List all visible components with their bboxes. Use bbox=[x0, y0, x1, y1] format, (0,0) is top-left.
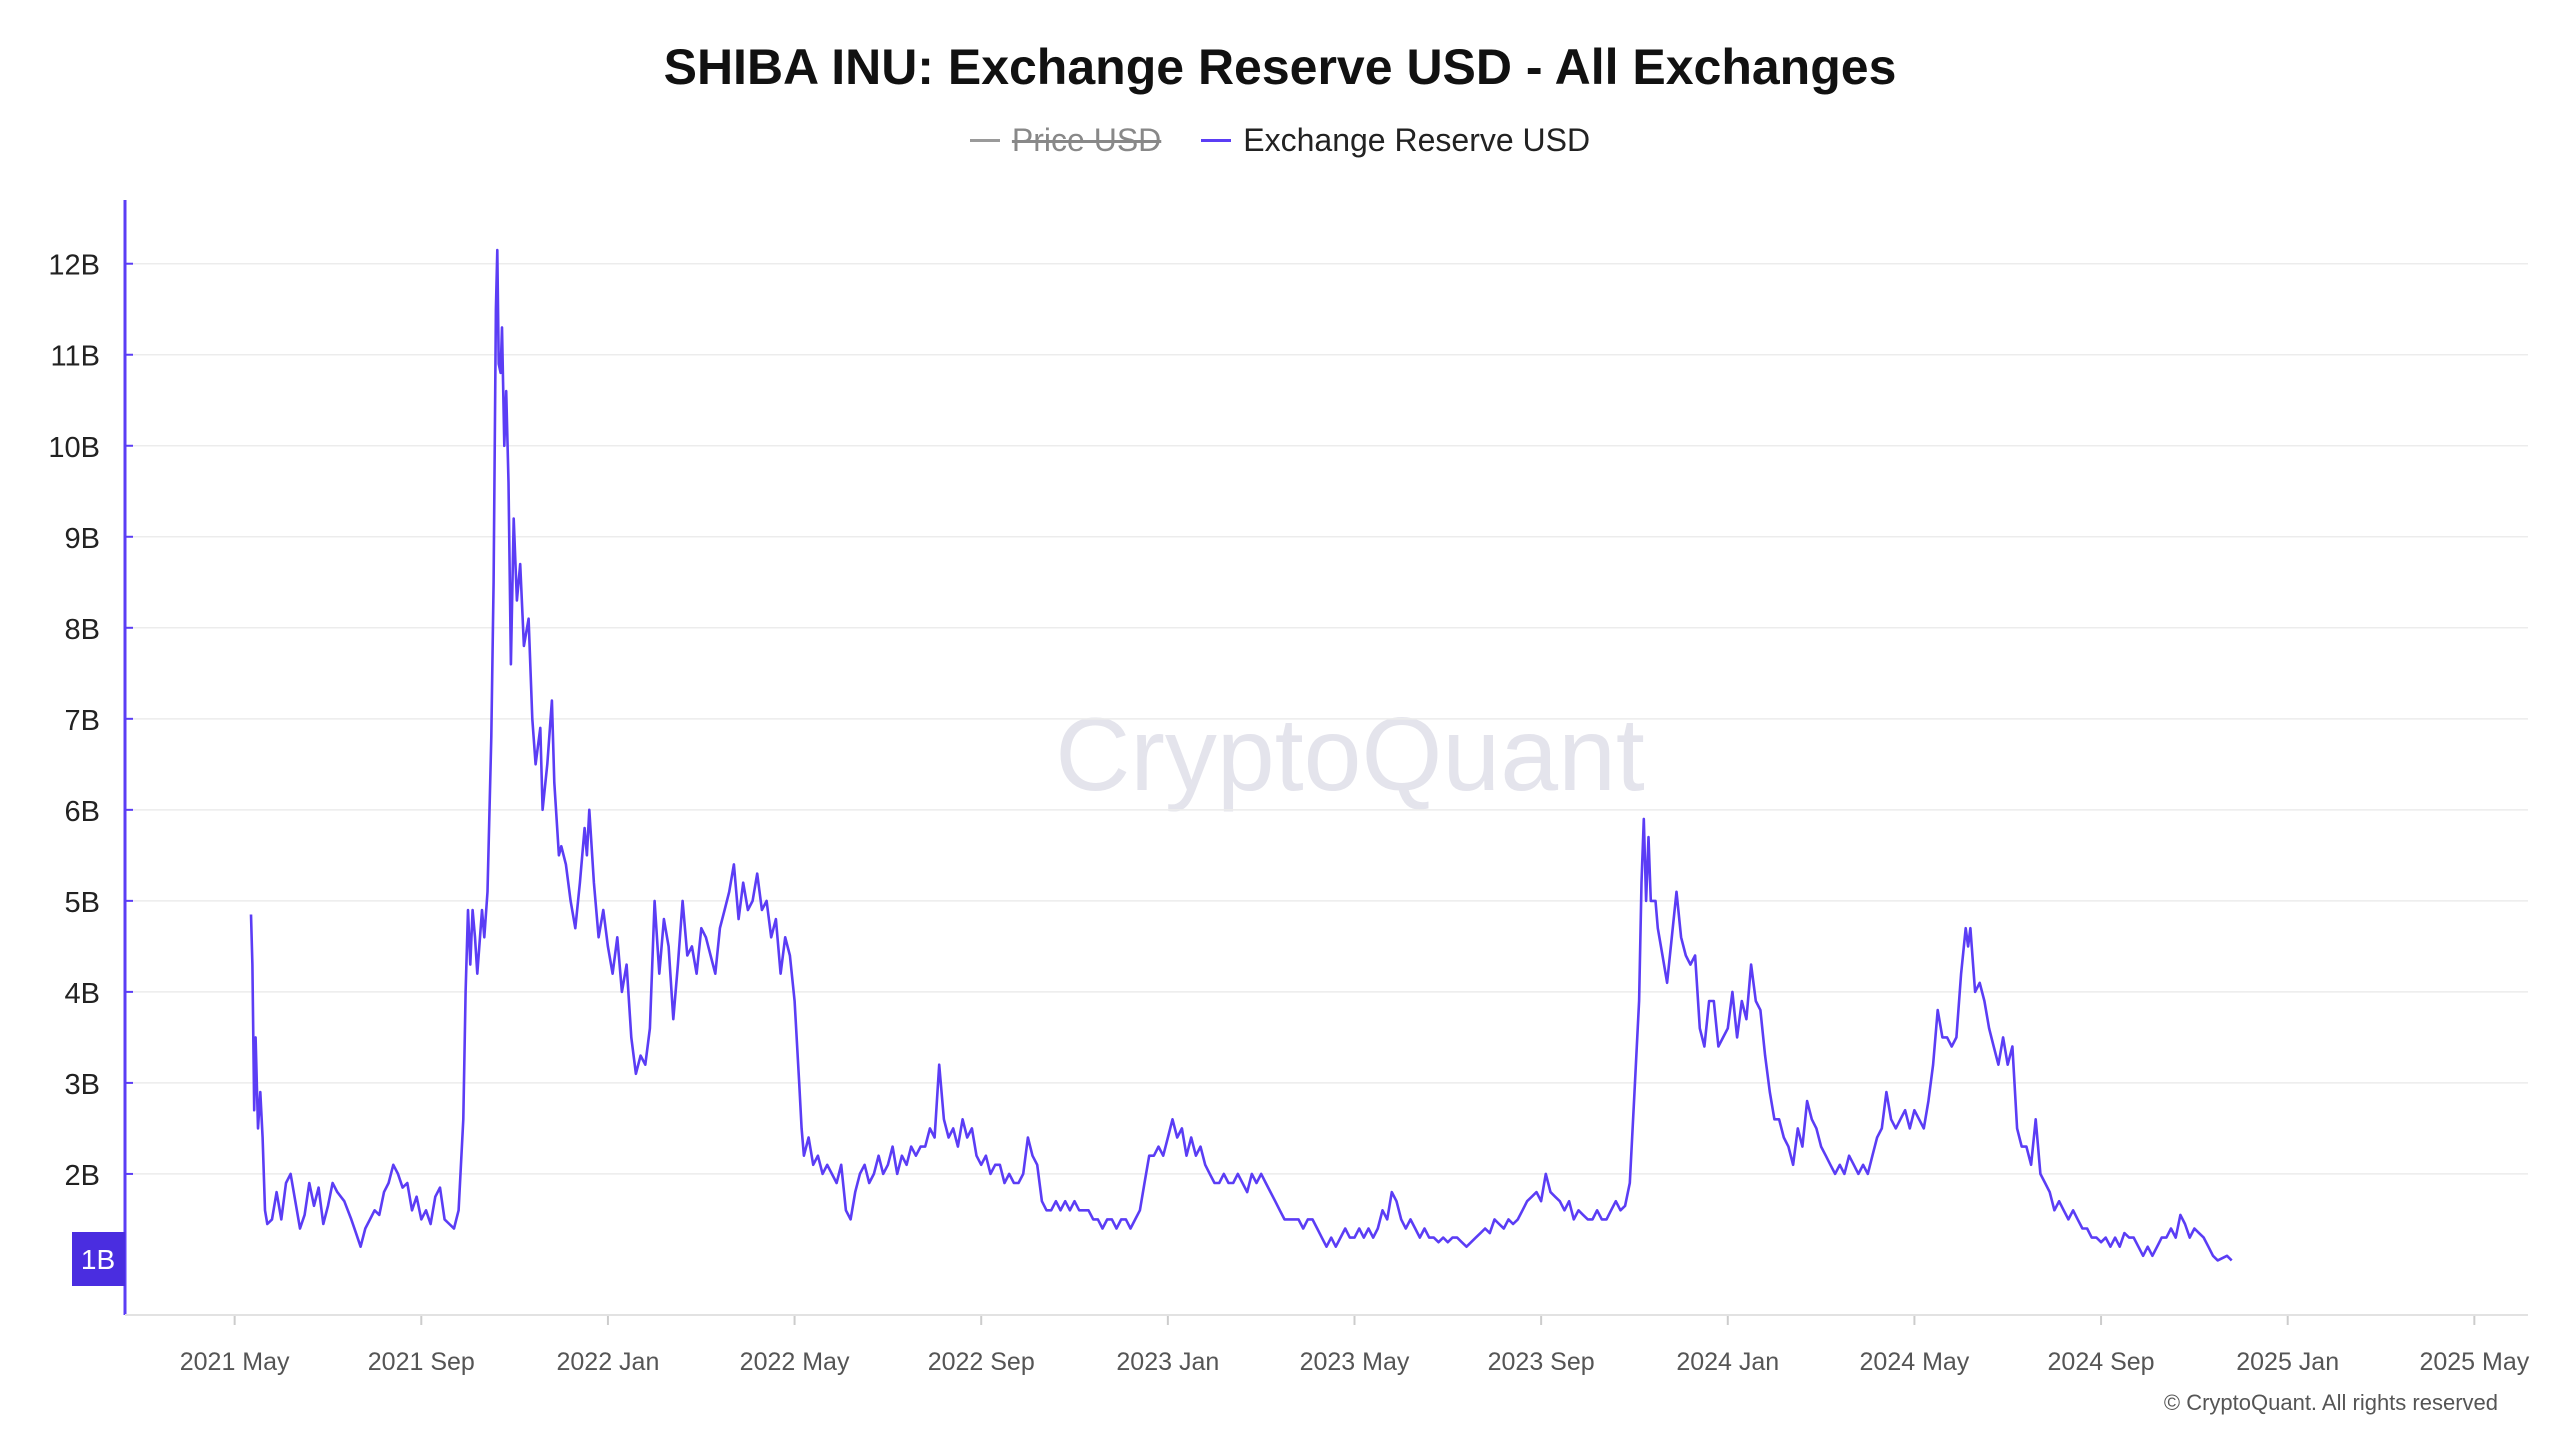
x-tick-label: 2024 May bbox=[1860, 1348, 1970, 1376]
x-tick-label: 2024 Sep bbox=[2048, 1348, 2155, 1376]
series-exchange-reserve-usd bbox=[249, 248, 2233, 1262]
y-tick-label: 8B bbox=[65, 614, 100, 646]
watermark: CryptoQuant bbox=[1055, 697, 1645, 813]
y-tick-label: 3B bbox=[65, 1069, 100, 1101]
current-value-label: 1B bbox=[81, 1244, 115, 1275]
x-tick-label: 2021 May bbox=[180, 1348, 290, 1376]
x-tick-label: 2023 May bbox=[1300, 1348, 1410, 1376]
y-tick-label: 12B bbox=[48, 250, 100, 282]
legend-item-exchange-reserve-usd[interactable]: Exchange Reserve USD bbox=[1201, 122, 1590, 159]
x-tick-label: 2025 Jan bbox=[2236, 1348, 2339, 1376]
x-tick-label: 2022 Sep bbox=[928, 1348, 1035, 1376]
x-tick-label: 2025 May bbox=[2419, 1348, 2529, 1376]
legend-swatch-exchange-reserve-usd bbox=[1201, 139, 1232, 142]
x-tick-label: 2022 May bbox=[740, 1348, 850, 1376]
y-tick-label: 2B bbox=[65, 1160, 100, 1192]
y-tick-label: 9B bbox=[65, 523, 100, 555]
chart-legend: Price USD Exchange Reserve USD bbox=[0, 122, 2560, 159]
y-tick-label: 4B bbox=[65, 978, 100, 1010]
y-tick-label: 11B bbox=[51, 341, 100, 373]
y-tick-label: 6B bbox=[65, 796, 100, 828]
legend-swatch-price-usd bbox=[969, 139, 1000, 142]
chart-title: SHIBA INU: Exchange Reserve USD - All Ex… bbox=[663, 39, 1897, 95]
x-tick-label: 2024 Jan bbox=[1676, 1348, 1779, 1376]
y-tick-label: 7B bbox=[65, 705, 100, 737]
current-value-marker bbox=[72, 1232, 125, 1286]
legend-label-price-usd: Price USD bbox=[1011, 122, 1162, 158]
y-tick-label: 5B bbox=[65, 887, 100, 919]
x-tick-label: 2023 Sep bbox=[1488, 1348, 1595, 1376]
x-tick-label: 2021 Sep bbox=[368, 1348, 475, 1376]
x-tick-label: 2022 Jan bbox=[556, 1348, 659, 1376]
y-tick-label: 10B bbox=[48, 432, 100, 464]
legend-label-exchange-reserve-usd: Exchange Reserve USD bbox=[1243, 122, 1591, 158]
x-tick-label: 2023 Jan bbox=[1116, 1348, 1219, 1376]
copyright-notice: © CryptoQuant. All rights reserved bbox=[2163, 1390, 2498, 1415]
legend-item-price-usd[interactable]: Price USD bbox=[969, 122, 1162, 159]
